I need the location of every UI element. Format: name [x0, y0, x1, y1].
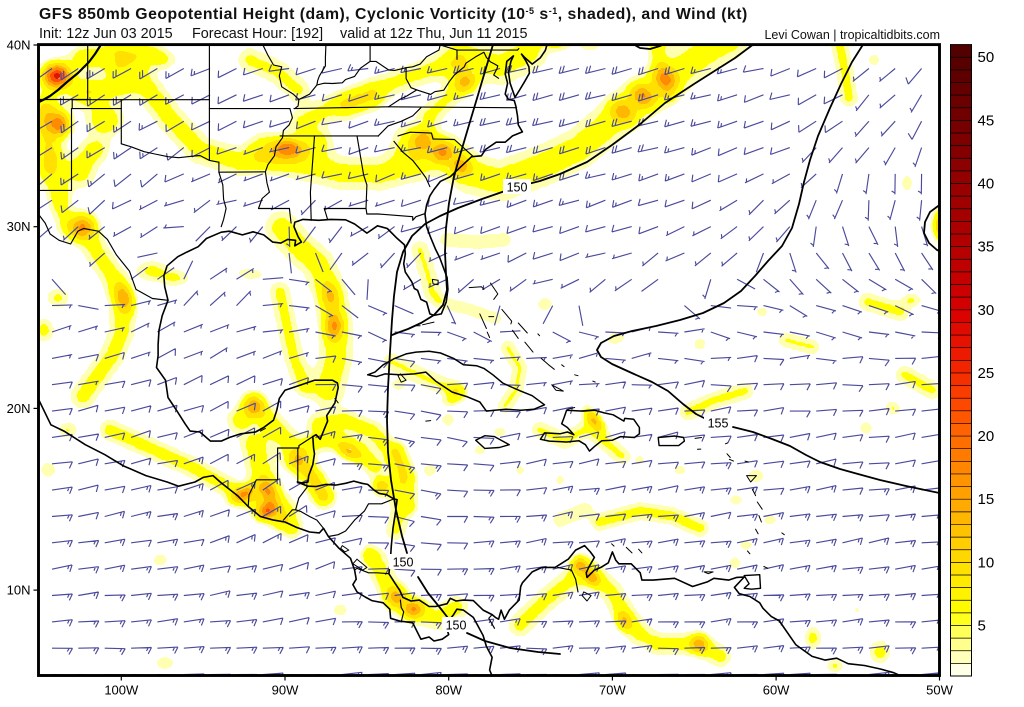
svg-text:5: 5 — [978, 618, 986, 635]
svg-text:80W: 80W — [435, 683, 462, 698]
svg-text:10: 10 — [978, 554, 995, 571]
svg-text:20: 20 — [978, 428, 995, 445]
svg-text:50W: 50W — [926, 683, 953, 698]
svg-text:50: 50 — [978, 49, 995, 66]
svg-text:15: 15 — [978, 491, 995, 508]
svg-text:35: 35 — [978, 239, 995, 256]
svg-text:155: 155 — [708, 417, 729, 431]
svg-text:GFS 850mb Geopotential Height: GFS 850mb Geopotential Height (dam), Cyc… — [39, 6, 748, 23]
svg-text:70W: 70W — [599, 683, 626, 698]
svg-text:valid at 12z Thu, Jun 11 2015: valid at 12z Thu, Jun 11 2015 — [340, 26, 527, 42]
svg-text:40: 40 — [978, 176, 995, 193]
svg-text:150: 150 — [393, 556, 414, 570]
svg-text:60W: 60W — [763, 683, 790, 698]
svg-text:25: 25 — [978, 365, 995, 382]
svg-text:150: 150 — [446, 619, 467, 633]
svg-text:30: 30 — [978, 302, 995, 319]
svg-text:20N: 20N — [7, 401, 31, 416]
svg-text:Levi Cowan | tropicaltidbits.c: Levi Cowan | tropicaltidbits.com — [764, 28, 940, 42]
svg-text:Forecast Hour: [192]: Forecast Hour: [192] — [192, 26, 323, 42]
svg-text:90W: 90W — [272, 683, 299, 698]
svg-text:100W: 100W — [104, 683, 139, 698]
svg-text:Init: 12z Jun 03 2015: Init: 12z Jun 03 2015 — [39, 26, 173, 42]
svg-text:10N: 10N — [7, 583, 31, 598]
svg-text:150: 150 — [507, 181, 528, 195]
svg-text:30N: 30N — [7, 219, 31, 234]
svg-text:45: 45 — [978, 112, 995, 129]
svg-text:40N: 40N — [7, 38, 31, 53]
